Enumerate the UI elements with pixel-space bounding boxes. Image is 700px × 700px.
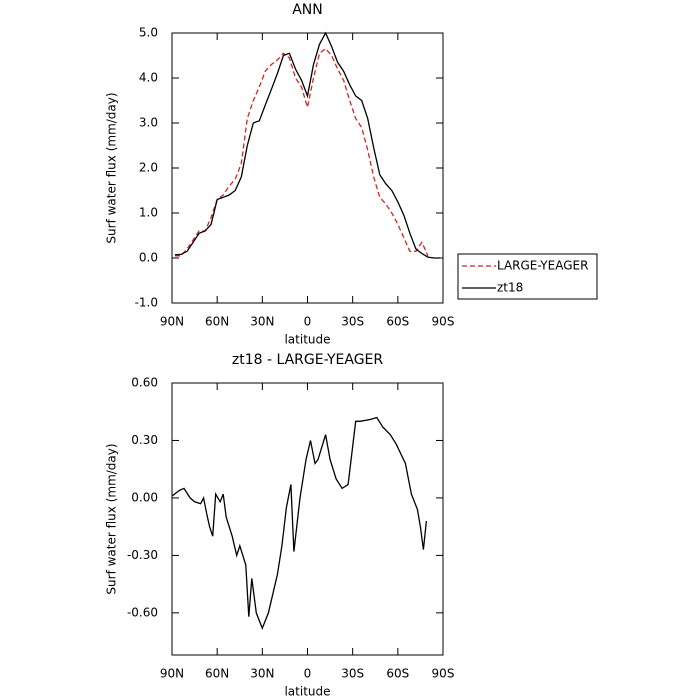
line xyxy=(171,416,428,630)
x-tick-label: 60S xyxy=(386,315,409,329)
x-tick-label: 0 xyxy=(304,315,312,329)
legend-box xyxy=(457,253,598,300)
x-tick-label: 60N xyxy=(205,667,229,681)
y-tick-label: 4.0 xyxy=(139,71,158,85)
y-tick-label: -0.30 xyxy=(127,548,158,562)
chart-title: ANN xyxy=(292,2,323,18)
x-tick-label: 90S xyxy=(432,667,455,681)
line xyxy=(174,31,440,259)
x-tick-label: 30S xyxy=(341,315,364,329)
x-tick-label: 30N xyxy=(250,667,274,681)
y-tick-label: 0.60 xyxy=(131,376,158,390)
x-tick-label: 90S xyxy=(432,315,455,329)
chart-title: zt18 - LARGE-YEAGER xyxy=(232,352,384,368)
legend-label: LARGE-YEAGER xyxy=(497,259,588,273)
y-tick-label: 2.0 xyxy=(139,161,158,175)
x-tick-label: 90N xyxy=(160,667,184,681)
x-tick-label: 0 xyxy=(304,667,312,681)
x-tick-label: 30S xyxy=(341,667,364,681)
y-tick-label: -0.60 xyxy=(127,605,158,619)
x-axis-label: latitude xyxy=(284,685,330,699)
y-tick-label: 3.0 xyxy=(139,116,158,130)
y-tick-label: -1.0 xyxy=(135,296,158,310)
y-tick-label: 1.0 xyxy=(139,206,158,220)
x-axis-label: latitude xyxy=(284,333,330,347)
y-axis-label: Surf water flux (mm/day) xyxy=(105,92,119,243)
x-tick-label: 60S xyxy=(386,667,409,681)
y-tick-label: 0.00 xyxy=(131,490,158,504)
x-tick-label: 30N xyxy=(250,315,274,329)
y-tick-label: 5.0 xyxy=(139,26,158,40)
legend-label: zt18 xyxy=(497,281,523,295)
plot-frame xyxy=(171,32,444,304)
y-tick-label: 0.0 xyxy=(139,251,158,265)
plot-frame xyxy=(171,382,444,656)
y-tick-label: 0.30 xyxy=(131,433,158,447)
x-tick-label: 60N xyxy=(205,315,229,329)
y-axis-label: Surf water flux (mm/day) xyxy=(105,443,119,594)
x-tick-label: 90N xyxy=(160,315,184,329)
